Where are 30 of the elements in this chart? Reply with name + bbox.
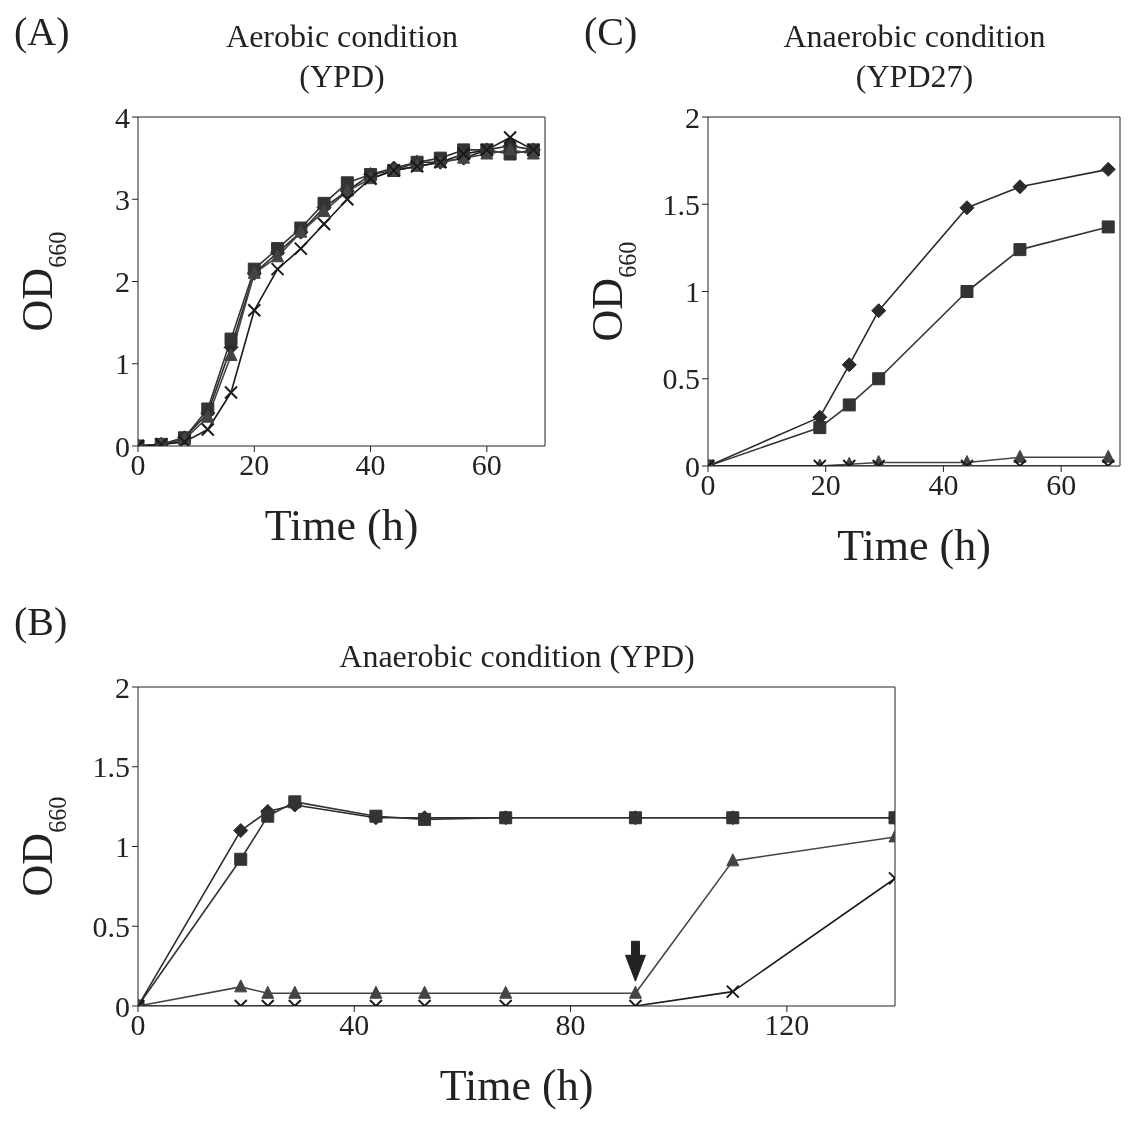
x-axis-title: Time (h) [439,1061,594,1110]
y-tick-label: 1 [685,275,700,309]
x-tick-label: 80 [555,1008,586,1042]
x-axis-title: Time (h) [837,521,991,570]
x-tick-label: 20 [810,468,841,502]
y-tick-label: 1 [115,830,130,864]
x-tick-label: 60 [1046,468,1077,502]
x-tick-label: 40 [339,1008,370,1042]
y-tick-label: 1 [115,347,130,381]
x-tick-label: 40 [355,448,386,482]
x-tick-label: 40 [928,468,959,502]
y-tick-label: 2 [115,670,130,704]
chart-title: Anaerobic condition (YPD27) [782,17,1047,96]
chart-title: Aerobic condition (YPD) [225,17,459,96]
text: (B) [14,598,68,645]
y-tick-label: 2 [685,100,700,134]
x-tick-label: 120 [764,1008,810,1042]
y-tick-label: 3 [115,182,130,216]
y-tick-label: 0.5 [92,909,130,943]
y-tick-label: 1.5 [662,187,700,221]
x-tick-label: 20 [239,448,270,482]
y-tick-label: 0.5 [662,362,700,396]
text: (C) [584,8,638,55]
x-axis-title: Time (h) [264,501,419,550]
y-tick-label: 4 [115,100,130,134]
chart-title: Anaerobic condition (YPD) [338,637,696,676]
y-tick-label: 1.5 [92,750,130,784]
y-tick-label: 2 [115,265,130,299]
x-tick-label: 60 [471,448,502,482]
text: (A) [14,8,70,55]
